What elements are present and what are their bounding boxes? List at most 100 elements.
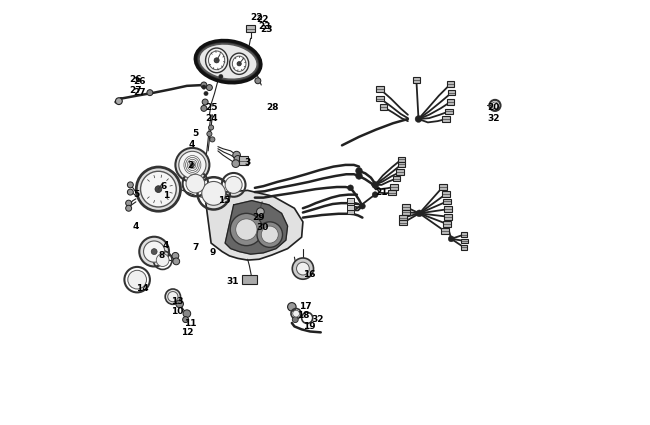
Circle shape bbox=[202, 181, 226, 205]
Bar bbox=[376, 87, 384, 92]
Text: 4: 4 bbox=[188, 140, 194, 149]
Text: 32: 32 bbox=[488, 113, 500, 123]
Circle shape bbox=[225, 176, 242, 193]
Bar bbox=[447, 82, 454, 87]
Text: 22: 22 bbox=[256, 14, 268, 24]
Circle shape bbox=[116, 98, 122, 105]
Circle shape bbox=[348, 185, 354, 191]
Text: 3: 3 bbox=[244, 158, 250, 167]
Text: 32: 32 bbox=[311, 315, 324, 324]
Text: 30: 30 bbox=[256, 223, 268, 232]
Bar bbox=[461, 232, 467, 237]
Bar bbox=[346, 198, 354, 203]
Circle shape bbox=[125, 200, 131, 206]
Circle shape bbox=[292, 258, 313, 279]
Circle shape bbox=[214, 58, 219, 63]
Text: 5: 5 bbox=[133, 190, 139, 199]
Bar bbox=[442, 191, 450, 197]
Circle shape bbox=[140, 171, 176, 207]
Circle shape bbox=[415, 116, 422, 122]
Text: 8: 8 bbox=[159, 251, 164, 261]
Circle shape bbox=[173, 258, 179, 265]
Ellipse shape bbox=[229, 53, 249, 74]
Circle shape bbox=[296, 262, 309, 275]
Ellipse shape bbox=[199, 44, 257, 79]
Bar bbox=[445, 109, 453, 114]
Text: 21: 21 bbox=[375, 187, 387, 197]
Circle shape bbox=[202, 99, 208, 105]
Bar bbox=[246, 26, 255, 32]
Text: 26: 26 bbox=[133, 77, 146, 86]
Circle shape bbox=[155, 186, 162, 193]
Circle shape bbox=[147, 90, 153, 96]
Bar bbox=[396, 169, 404, 175]
Circle shape bbox=[416, 210, 422, 217]
Bar bbox=[346, 203, 354, 207]
Text: 12: 12 bbox=[181, 328, 194, 337]
Bar bbox=[398, 162, 406, 167]
Text: 27: 27 bbox=[129, 85, 142, 95]
Circle shape bbox=[448, 236, 454, 242]
Bar bbox=[239, 156, 248, 165]
Bar bbox=[391, 184, 398, 190]
Circle shape bbox=[201, 82, 207, 88]
Text: 18: 18 bbox=[298, 311, 310, 320]
Bar bbox=[346, 205, 354, 210]
Bar bbox=[380, 105, 387, 110]
Text: 28: 28 bbox=[266, 102, 279, 112]
Bar bbox=[445, 207, 452, 212]
Text: 5: 5 bbox=[192, 129, 199, 139]
Bar bbox=[388, 190, 396, 196]
Text: 9: 9 bbox=[209, 248, 216, 258]
Text: 15: 15 bbox=[218, 196, 230, 205]
Text: 14: 14 bbox=[136, 283, 148, 293]
Ellipse shape bbox=[209, 51, 225, 70]
Polygon shape bbox=[205, 190, 303, 260]
Circle shape bbox=[207, 131, 212, 136]
Circle shape bbox=[210, 137, 215, 142]
Bar bbox=[448, 90, 456, 96]
Text: 11: 11 bbox=[184, 318, 196, 328]
Bar bbox=[439, 184, 447, 190]
Circle shape bbox=[151, 249, 157, 255]
Bar bbox=[443, 199, 451, 204]
Circle shape bbox=[201, 105, 207, 111]
Circle shape bbox=[172, 252, 179, 259]
Text: 27: 27 bbox=[133, 88, 146, 97]
Circle shape bbox=[179, 151, 206, 178]
Ellipse shape bbox=[196, 40, 261, 83]
Bar bbox=[346, 210, 354, 214]
Circle shape bbox=[236, 219, 257, 240]
Circle shape bbox=[230, 213, 263, 246]
Circle shape bbox=[255, 78, 261, 84]
Bar bbox=[242, 275, 257, 284]
Circle shape bbox=[186, 174, 205, 193]
Ellipse shape bbox=[205, 48, 228, 73]
Circle shape bbox=[202, 85, 206, 89]
Text: 29: 29 bbox=[252, 213, 265, 222]
Bar bbox=[376, 96, 384, 101]
Text: 17: 17 bbox=[298, 302, 311, 312]
Circle shape bbox=[144, 241, 165, 262]
Circle shape bbox=[257, 222, 283, 247]
Bar bbox=[413, 77, 420, 83]
Bar bbox=[399, 215, 407, 220]
Text: 22: 22 bbox=[251, 12, 263, 22]
Circle shape bbox=[176, 148, 209, 182]
Circle shape bbox=[136, 167, 181, 211]
Bar bbox=[462, 239, 468, 243]
Bar bbox=[441, 229, 448, 234]
Bar bbox=[402, 204, 410, 210]
Circle shape bbox=[190, 163, 194, 167]
Text: 6: 6 bbox=[160, 182, 166, 192]
Text: 23: 23 bbox=[258, 22, 270, 31]
Text: 23: 23 bbox=[261, 25, 273, 34]
Circle shape bbox=[257, 208, 264, 215]
Circle shape bbox=[165, 289, 181, 304]
Circle shape bbox=[372, 181, 378, 188]
Bar bbox=[443, 221, 451, 227]
Circle shape bbox=[219, 74, 223, 79]
Circle shape bbox=[125, 205, 131, 211]
Circle shape bbox=[209, 125, 214, 130]
Circle shape bbox=[207, 85, 213, 91]
